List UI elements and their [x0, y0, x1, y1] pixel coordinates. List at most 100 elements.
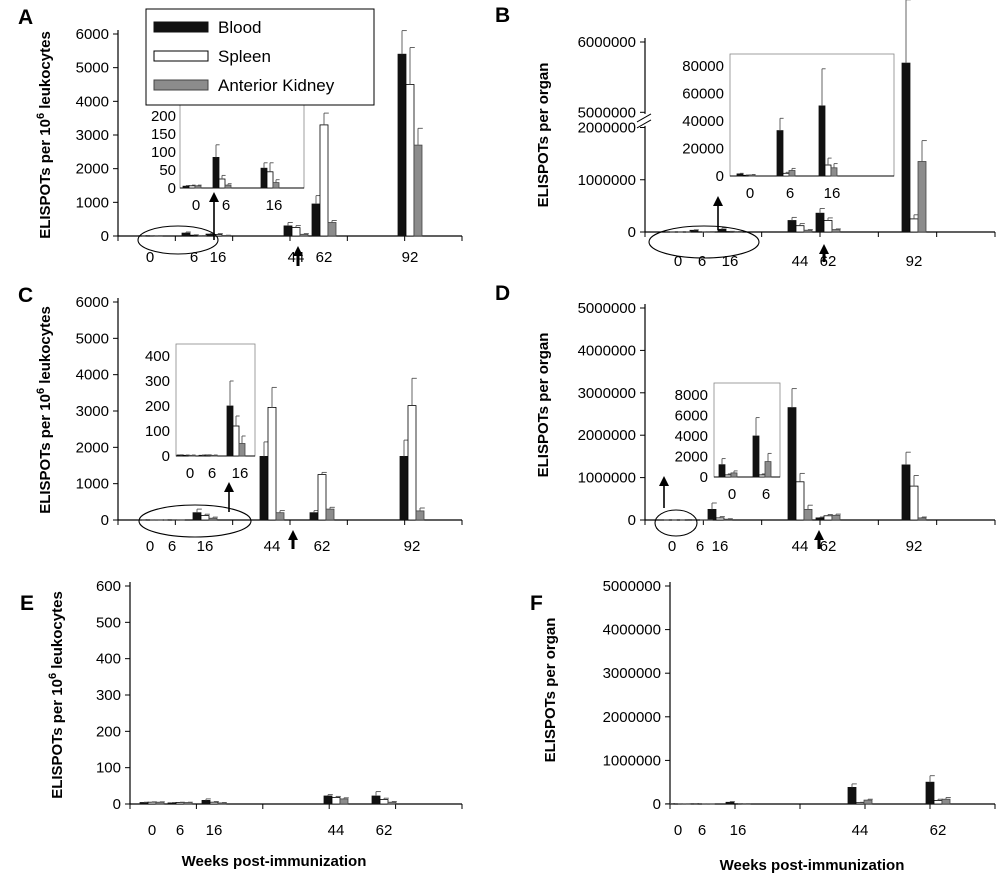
bar-spleen-92 [405, 84, 415, 237]
y-axis-label-suffix: leukocytes [49, 591, 66, 673]
bar-blood-16 [707, 508, 717, 521]
inset-bar-blood-6 [776, 130, 784, 177]
inset-y-tick-label: 200 [145, 398, 170, 415]
x-tick-label-44: 44 [852, 822, 869, 839]
bar-blood-16 [192, 512, 202, 521]
y-axis-label-main: ELISPOTs per organ [535, 333, 552, 478]
bar-anterior-kidney-44 [275, 512, 285, 521]
x-tick-label-0: 0 [146, 538, 154, 555]
inset-y-tick-label: 60000 [682, 86, 724, 103]
panel-letter: D [495, 282, 510, 305]
bar-spleen-62 [317, 474, 327, 521]
inset-y-tick-label: 40000 [682, 113, 724, 130]
inset-bar-anterior-kidney-0 [748, 174, 756, 177]
y-tick-label: 4000000 [578, 342, 636, 359]
x-tick-label-6: 6 [176, 822, 184, 839]
x-tick-label-62: 62 [376, 822, 393, 839]
inset-bar-blood-0 [718, 464, 726, 478]
y-tick-label: 5000 [76, 330, 109, 347]
inset-x-tick-label-6: 6 [786, 185, 794, 202]
inset-y-tick-label: 100 [145, 423, 170, 440]
bar-blood-6 [167, 802, 177, 805]
y-tick-label: 2000 [76, 439, 109, 456]
inset-y-tick-label: 0 [716, 168, 724, 185]
bar-blood-16 [205, 233, 215, 237]
y-tick-label: 500 [96, 614, 121, 631]
bar-spleen-62 [823, 515, 833, 521]
bar-spleen-62 [319, 124, 329, 237]
inset-bar-anterior-kidney-6 [764, 461, 772, 478]
y-tick-label: 5000000 [603, 578, 661, 595]
bar-anterior-kidney-44 [803, 229, 813, 233]
panel-letter: C [18, 284, 33, 307]
x-tick-label-62: 62 [316, 249, 333, 266]
y-tick-label: 2000000 [578, 427, 636, 444]
x-tick-label-92: 92 [906, 253, 923, 270]
zoom-ellipse-c [138, 504, 252, 538]
bar-blood-92 [901, 62, 911, 233]
inset-bar-anterior-kidney-16 [830, 167, 838, 177]
inset-y-tick-label: 4000 [675, 428, 708, 445]
y-tick-label: 200 [96, 723, 121, 740]
boost-arrow-d [814, 530, 824, 549]
y-axis-label: ELISPOTs per organ [535, 63, 552, 208]
bar-blood-62 [309, 512, 319, 521]
y-tick-label: 3000 [76, 403, 109, 420]
inset-frame [729, 53, 895, 177]
y-axis-label-main: ELISPOTs per organ [542, 618, 559, 763]
legend-swatch-blood [153, 21, 209, 33]
bar-blood-44 [787, 220, 797, 233]
bar-blood-62 [815, 212, 825, 233]
inset-bar-anterior-kidney-16 [238, 443, 246, 457]
inset-y-tick-label: 400 [145, 348, 170, 365]
boost-arrow-b [819, 244, 829, 262]
y-axis-label-suffix: leukocytes [37, 31, 54, 113]
y-axis-label-main: ELISPOTs per 10 [49, 679, 66, 799]
inset-bar-anterior-kidney-6 [224, 184, 232, 189]
inset-y-tick-label: 100 [151, 144, 176, 161]
y-axis-label: ELISPOTs per 106 leukocytes [35, 31, 54, 239]
inset-bar-spleen-0 [724, 474, 732, 478]
bar-anterior-kidney-44 [339, 798, 349, 805]
y-tick-label: 100 [96, 760, 121, 777]
y-tick-label: 2000 [76, 161, 109, 178]
x-tick-label-44: 44 [328, 822, 345, 839]
arrow-head [814, 530, 824, 540]
inset-bar-blood-16 [226, 405, 234, 457]
bar-anterior-kidney-92 [917, 161, 927, 233]
inset-y-tick-label: 8000 [675, 387, 708, 404]
x-tick-label-6: 6 [168, 538, 176, 555]
bar-spleen-16 [209, 801, 219, 805]
bar-blood-92 [399, 455, 409, 521]
inset-y-tick-label: 6000 [675, 408, 708, 425]
inset-bar-spleen-6 [218, 178, 226, 189]
y-tick-label: 4000 [76, 367, 109, 384]
inset-y-tick-label: 150 [151, 126, 176, 143]
inset-bar-anterior-kidney-6 [788, 170, 796, 177]
inset-bar-blood-6 [752, 435, 760, 478]
inset-y-tick-label: 300 [145, 373, 170, 390]
bar-spleen-44 [795, 481, 805, 521]
zoom-arrow-d [659, 476, 669, 508]
bar-spleen-62 [933, 800, 943, 805]
bar-spleen-62 [379, 799, 389, 805]
x-tick-label-0: 0 [674, 253, 682, 270]
inset-x-tick-label-16: 16 [266, 197, 283, 214]
y-axis-label-sup: 6 [35, 388, 47, 394]
x-tick-label-44: 44 [264, 538, 281, 555]
y-tick-label: 2000000 [603, 709, 661, 726]
axis-break-mark [636, 113, 652, 123]
inset-x-tick-label-0: 0 [186, 465, 194, 482]
zoom-ellipse-b [648, 225, 760, 259]
inset-D: 0 2000 4000 6000 8000 0 6 [675, 382, 781, 503]
y-tick-label: 3000000 [578, 385, 636, 402]
bar-blood-16 [201, 800, 211, 805]
bar-blood-44 [847, 787, 857, 805]
inset-bar-anterior-kidney-16 [272, 182, 280, 189]
x-axis-label-right: Weeks post-immunization [720, 857, 905, 874]
inset-frame [179, 103, 305, 189]
y-tick-label: 0 [628, 512, 636, 529]
y-tick-label: 0 [113, 796, 121, 813]
inset-y-tick-label: 50 [159, 162, 176, 179]
